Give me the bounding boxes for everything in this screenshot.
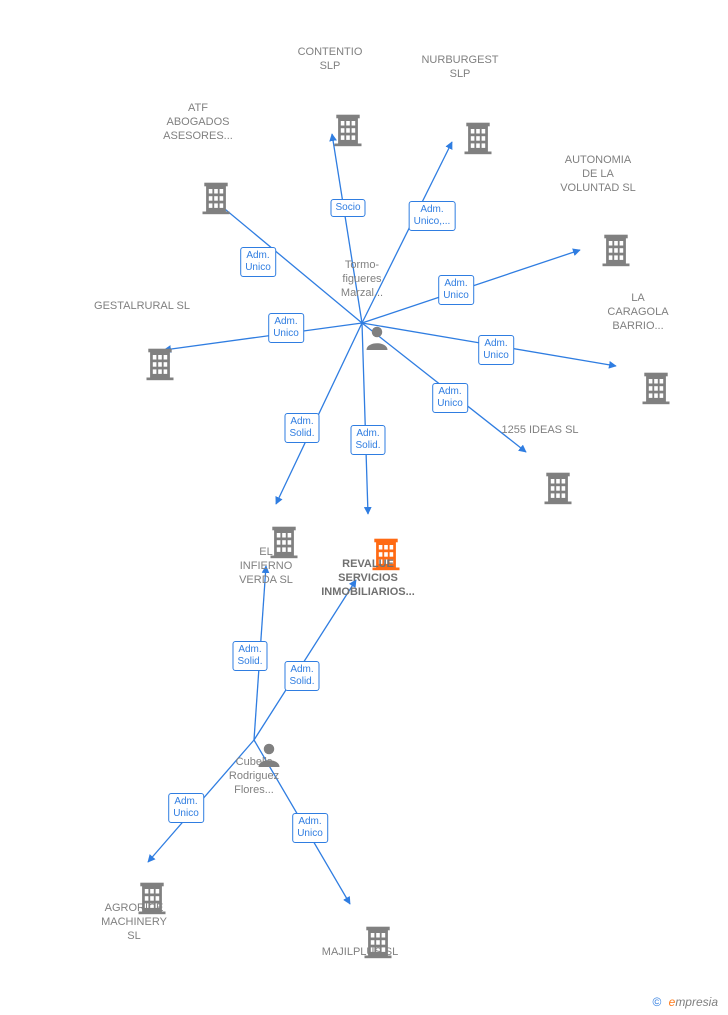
edge-line xyxy=(214,200,362,323)
watermark: © empresia xyxy=(652,995,718,1009)
edge-line xyxy=(254,566,266,740)
graph-edges xyxy=(0,0,728,1015)
edge-line xyxy=(164,323,362,350)
edge-line xyxy=(254,580,356,740)
edge-line xyxy=(148,740,254,862)
edge-line xyxy=(362,142,452,323)
edge-line xyxy=(362,250,580,323)
edge-line xyxy=(362,323,616,366)
edge-line xyxy=(276,323,362,504)
edge-line xyxy=(332,134,362,323)
copyright-symbol: © xyxy=(652,995,661,1009)
watermark-rest: mpresia xyxy=(675,995,718,1009)
